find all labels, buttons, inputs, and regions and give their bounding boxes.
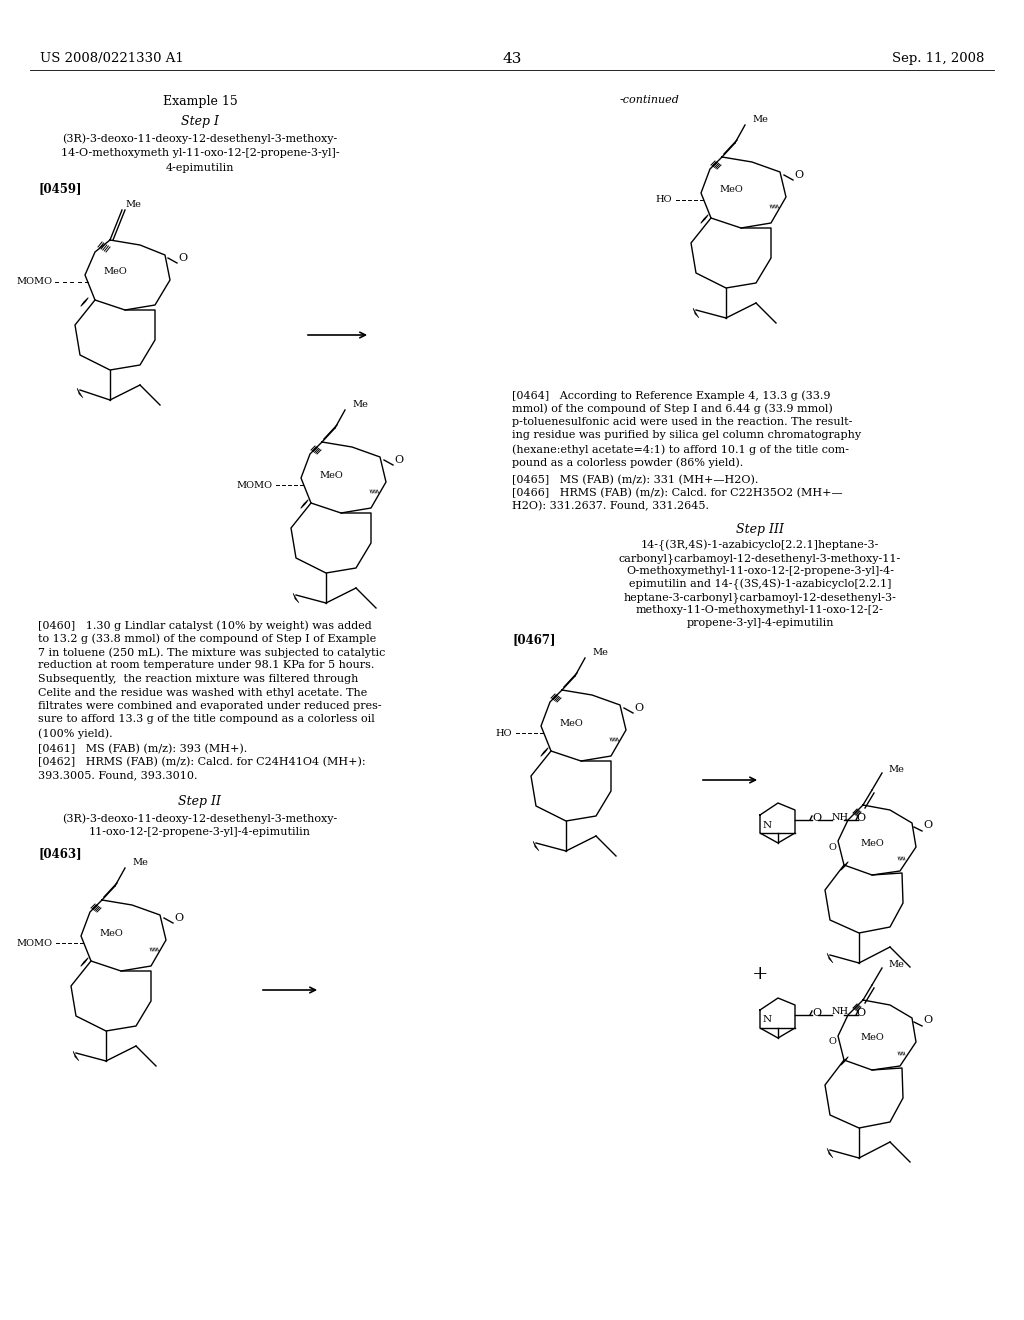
Text: mmol) of the compound of Step I and 6.44 g (33.9 mmol): mmol) of the compound of Step I and 6.44… — [512, 404, 833, 414]
Text: [0462]   HRMS (FAB) (m/z): Calcd. for C24H41O4 (MH+):: [0462] HRMS (FAB) (m/z): Calcd. for C24H… — [38, 756, 366, 767]
Text: O: O — [812, 1008, 821, 1018]
Text: HO: HO — [655, 195, 672, 205]
Text: 43: 43 — [503, 51, 521, 66]
Text: O: O — [812, 813, 821, 822]
Text: (3R)-3-deoxo-11-deoxy-12-desethenyl-3-methoxy-: (3R)-3-deoxo-11-deoxy-12-desethenyl-3-me… — [62, 813, 338, 824]
Text: O: O — [828, 1038, 836, 1047]
Text: H2O): 331.2637. Found, 331.2645.: H2O): 331.2637. Found, 331.2645. — [512, 502, 709, 511]
Text: N: N — [763, 821, 772, 829]
Polygon shape — [827, 1148, 833, 1158]
Text: MOMO: MOMO — [236, 480, 272, 490]
Polygon shape — [827, 953, 833, 964]
Text: Subsequently,  the reaction mixture was filtered through: Subsequently, the reaction mixture was f… — [38, 675, 358, 684]
Text: MeO: MeO — [719, 186, 742, 194]
Polygon shape — [534, 841, 539, 851]
Text: epimutilin and 14-{(3S,4S)-1-azabicyclo[2.2.1]: epimutilin and 14-{(3S,4S)-1-azabicyclo[… — [629, 579, 891, 590]
Text: pound as a colorless powder (86% yield).: pound as a colorless powder (86% yield). — [512, 458, 743, 469]
Text: 14-{(3R,4S)-1-azabicyclo[2.2.1]heptane-3-: 14-{(3R,4S)-1-azabicyclo[2.2.1]heptane-3… — [641, 540, 880, 552]
Text: Step III: Step III — [736, 523, 784, 536]
Text: [0463]: [0463] — [38, 847, 82, 861]
Text: reduction at room temperature under 98.1 KPa for 5 hours.: reduction at room temperature under 98.1… — [38, 660, 375, 671]
Text: +: + — [752, 965, 768, 983]
Text: p-toluenesulfonic acid were used in the reaction. The result-: p-toluenesulfonic acid were used in the … — [512, 417, 852, 426]
Text: MOMO: MOMO — [16, 277, 52, 286]
Polygon shape — [77, 388, 83, 399]
Text: 11-oxo-12-[2-propene-3-yl]-4-epimutilin: 11-oxo-12-[2-propene-3-yl]-4-epimutilin — [89, 828, 311, 837]
Text: sure to afford 13.3 g of the title compound as a colorless oil: sure to afford 13.3 g of the title compo… — [38, 714, 375, 725]
Text: O: O — [178, 253, 187, 263]
Text: MeO: MeO — [99, 928, 123, 937]
Text: carbonyl}carbamoyl-12-desethenyl-3-methoxy-11-: carbonyl}carbamoyl-12-desethenyl-3-metho… — [618, 553, 901, 564]
Polygon shape — [293, 593, 299, 603]
Text: N: N — [763, 1015, 772, 1024]
Text: O-methoxymethyl-11-oxo-12-[2-propene-3-yl]-4-: O-methoxymethyl-11-oxo-12-[2-propene-3-y… — [626, 566, 894, 576]
Text: [0467]: [0467] — [512, 634, 555, 645]
Text: O: O — [856, 1008, 865, 1018]
Text: Me: Me — [888, 766, 904, 774]
Text: MeO: MeO — [319, 470, 343, 479]
Text: US 2008/0221330 A1: US 2008/0221330 A1 — [40, 51, 183, 65]
Polygon shape — [73, 1051, 79, 1061]
Text: O: O — [394, 455, 403, 465]
Text: O: O — [856, 813, 865, 822]
Text: -continued: -continued — [620, 95, 680, 106]
Polygon shape — [693, 308, 699, 318]
Text: Me: Me — [132, 858, 147, 867]
Text: O: O — [828, 842, 836, 851]
Text: propene-3-yl]-4-epimutilin: propene-3-yl]-4-epimutilin — [686, 618, 834, 628]
Text: 393.3005. Found, 393.3010.: 393.3005. Found, 393.3010. — [38, 770, 198, 780]
Text: Me: Me — [888, 960, 904, 969]
Text: heptane-3-carbonyl}carbamoyl-12-desethenyl-3-: heptane-3-carbonyl}carbamoyl-12-desethen… — [624, 591, 896, 603]
Text: Me: Me — [592, 648, 608, 657]
Text: MeO: MeO — [860, 838, 884, 847]
Text: filtrates were combined and evaporated under reduced pres-: filtrates were combined and evaporated u… — [38, 701, 382, 711]
Text: Me: Me — [125, 201, 141, 209]
Text: [0461]   MS (FAB) (m/z): 393 (MH+).: [0461] MS (FAB) (m/z): 393 (MH+). — [38, 744, 247, 754]
Text: HO: HO — [496, 729, 512, 738]
Text: Celite and the residue was washed with ethyl acetate. The: Celite and the residue was washed with e… — [38, 688, 368, 697]
Text: methoxy-11-O-methoxymethyl-11-oxo-12-[2-: methoxy-11-O-methoxymethyl-11-oxo-12-[2- — [636, 605, 884, 615]
Text: Me: Me — [352, 400, 368, 409]
Text: MeO: MeO — [559, 718, 583, 727]
Text: O: O — [634, 704, 643, 713]
Text: 7 in toluene (250 mL). The mixture was subjected to catalytic: 7 in toluene (250 mL). The mixture was s… — [38, 647, 385, 657]
Text: to 13.2 g (33.8 mmol) of the compound of Step I of Example: to 13.2 g (33.8 mmol) of the compound of… — [38, 634, 376, 644]
Text: O: O — [923, 1015, 932, 1026]
Text: [0465]   MS (FAB) (m/z): 331 (MH+—H2O).: [0465] MS (FAB) (m/z): 331 (MH+—H2O). — [512, 475, 759, 486]
Text: Example 15: Example 15 — [163, 95, 238, 108]
Text: O: O — [794, 170, 803, 180]
Text: O: O — [174, 913, 183, 923]
Text: [0459]: [0459] — [38, 182, 82, 195]
Text: (3R)-3-deoxo-11-deoxy-12-desethenyl-3-methoxy-: (3R)-3-deoxo-11-deoxy-12-desethenyl-3-me… — [62, 133, 338, 144]
Text: MeO: MeO — [103, 268, 127, 276]
Text: [0460]   1.30 g Lindlar catalyst (10% by weight) was added: [0460] 1.30 g Lindlar catalyst (10% by w… — [38, 620, 372, 631]
Text: O: O — [923, 820, 932, 830]
Text: [0466]   HRMS (FAB) (m/z): Calcd. for C22H35O2 (MH+—: [0466] HRMS (FAB) (m/z): Calcd. for C22H… — [512, 488, 843, 499]
Text: (hexane:ethyl acetate=4:1) to afford 10.1 g of the title com-: (hexane:ethyl acetate=4:1) to afford 10.… — [512, 444, 849, 454]
Text: [0464]   According to Reference Example 4, 13.3 g (33.9: [0464] According to Reference Example 4,… — [512, 389, 830, 400]
Text: Step I: Step I — [181, 115, 219, 128]
Text: NH: NH — [831, 813, 849, 821]
Text: Me: Me — [752, 115, 768, 124]
Text: ing residue was purified by silica gel column chromatography: ing residue was purified by silica gel c… — [512, 430, 861, 441]
Text: 4-epimutilin: 4-epimutilin — [166, 162, 234, 173]
Text: NH: NH — [831, 1007, 849, 1016]
Text: Sep. 11, 2008: Sep. 11, 2008 — [892, 51, 984, 65]
Text: Step II: Step II — [178, 795, 221, 808]
Text: 14-O-methoxymeth yl-11-oxo-12-[2-propene-3-yl]-: 14-O-methoxymeth yl-11-oxo-12-[2-propene… — [60, 148, 339, 158]
Text: (100% yield).: (100% yield). — [38, 729, 113, 739]
Text: MOMO: MOMO — [16, 939, 52, 948]
Text: MeO: MeO — [860, 1034, 884, 1043]
